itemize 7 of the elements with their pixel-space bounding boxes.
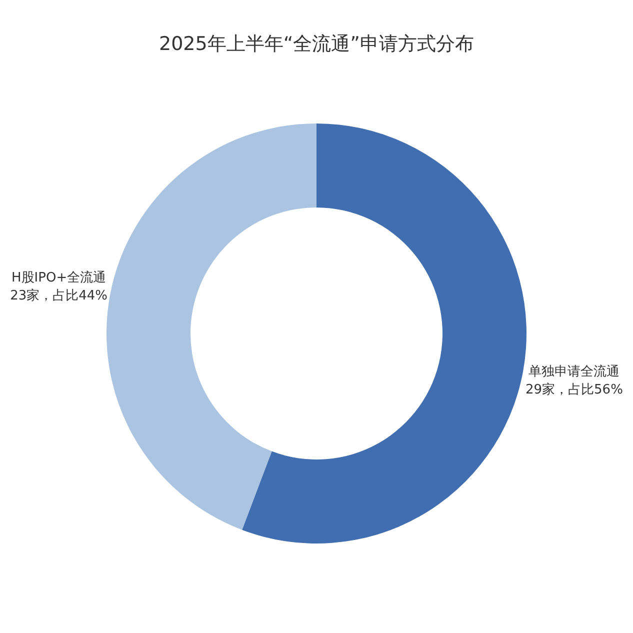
slice-label: 单独申请全流通 <box>528 364 620 380</box>
data-label: 29家，占比56% <box>525 382 623 398</box>
data-label: 23家，占比44% <box>10 287 108 304</box>
slice-label: H股IPO+全流通 <box>12 269 106 286</box>
donut-slice <box>106 124 316 530</box>
chart-title: 2025年上半年“全流通”申请方式分布 <box>158 33 474 55</box>
donut-slice <box>242 124 526 544</box>
